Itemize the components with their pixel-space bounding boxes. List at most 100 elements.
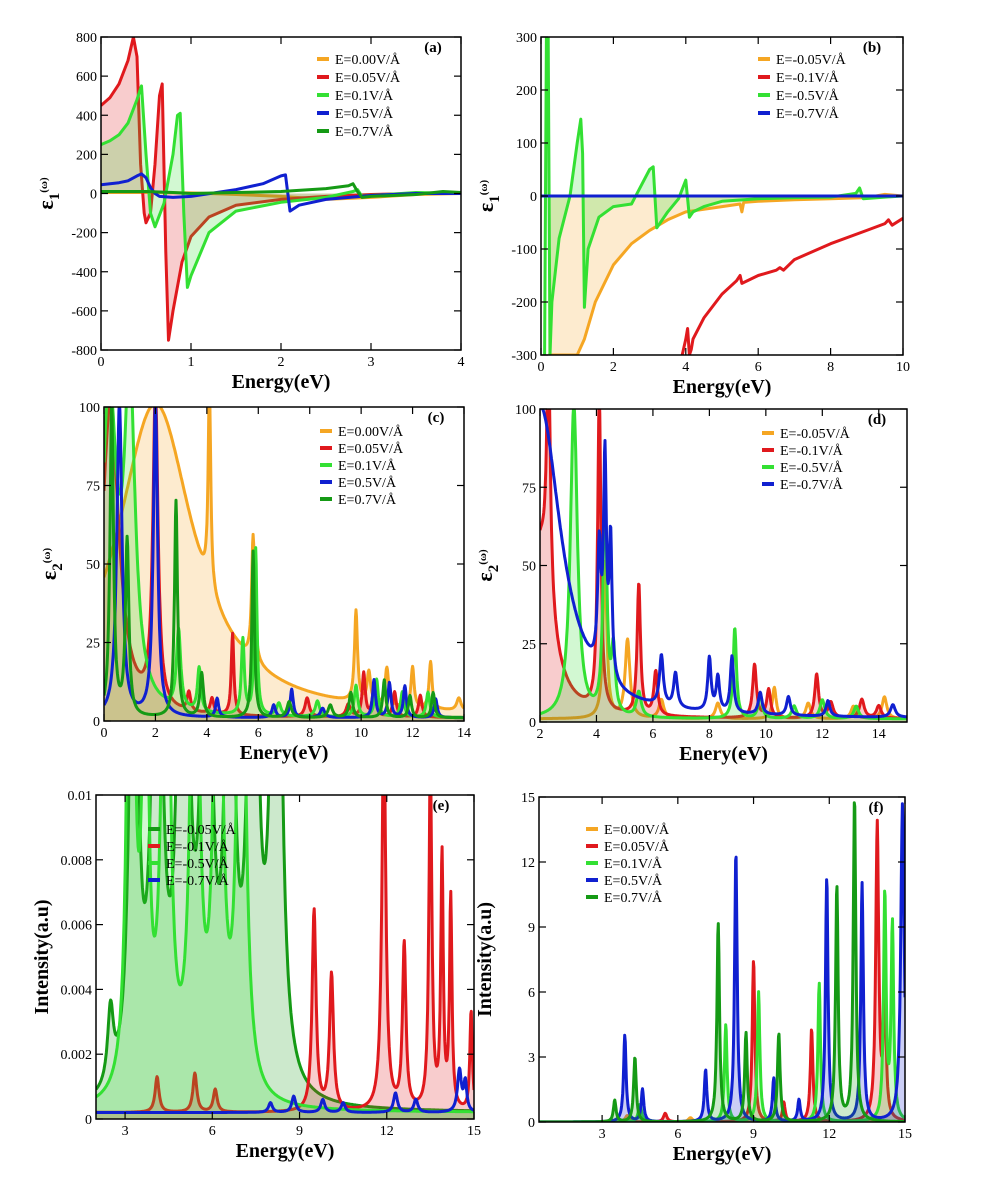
x-tick-label: 8 bbox=[706, 727, 713, 742]
y-tick-label: 25 bbox=[86, 637, 100, 652]
legend: E=0.00V/ÅE=0.05V/ÅE=0.1V/ÅE=0.5V/ÅE=0.7V… bbox=[317, 52, 401, 140]
y-tick-label: 50 bbox=[86, 558, 100, 573]
legend-entry: E=0.1V/Å bbox=[335, 88, 394, 104]
x-tick-label: 4 bbox=[593, 727, 600, 742]
legend: E=0.00V/ÅE=0.05V/ÅE=0.1V/ÅE=0.5V/ÅE=0.7V… bbox=[586, 822, 670, 906]
x-tick-label: 14 bbox=[457, 726, 471, 741]
x-tick-label: 15 bbox=[898, 1127, 912, 1142]
y-tick-label: 25 bbox=[522, 638, 536, 653]
legend-entry: E=-0.1V/Å bbox=[166, 839, 230, 855]
legend-entry: E=-0.7V/Å bbox=[776, 106, 840, 122]
series-fill-a-2 bbox=[101, 85, 461, 288]
x-tick-label: 12 bbox=[406, 726, 420, 741]
y-axis-label: Intensity(a.u) bbox=[474, 902, 496, 1017]
y-label-symbol: ε bbox=[33, 200, 58, 209]
series-fill-e-2 bbox=[96, 795, 474, 1119]
x-tick-label: 8 bbox=[306, 726, 313, 741]
y-tick-label: -800 bbox=[71, 344, 97, 359]
x-tick-label: 0 bbox=[101, 726, 108, 741]
series-fill-c-0 bbox=[104, 407, 464, 721]
legend-entry: E=-0.1V/Å bbox=[776, 70, 840, 86]
legend-entry: E=0.7V/Å bbox=[338, 492, 397, 508]
x-tick-label: 6 bbox=[209, 1124, 216, 1139]
panel-label: (b) bbox=[863, 40, 881, 56]
x-tick-label: 4 bbox=[203, 726, 210, 741]
y-tick-label: 100 bbox=[516, 137, 537, 152]
y-label-subscript: 2 bbox=[486, 565, 502, 573]
legend-entry: E=-0.05V/Å bbox=[776, 52, 847, 68]
x-tick-label: 10 bbox=[896, 360, 910, 375]
legend-entry: E=0.7V/Å bbox=[335, 124, 394, 140]
legend-entry: E=-0.7V/Å bbox=[780, 477, 844, 493]
legend-entry: E=0.5V/Å bbox=[338, 475, 397, 491]
chart-panel-c: 0 2 4 6 8 10 12 141007550250Enery(eV)ε2(ω)(c)E=… bbox=[36, 401, 471, 764]
legend-entry: E=0.05V/Å bbox=[338, 441, 404, 457]
legend-entry: E=0.7V/Å bbox=[604, 890, 663, 906]
series-line-a-1 bbox=[101, 37, 461, 342]
legend-entry: E=0.1V/Å bbox=[604, 856, 663, 872]
y-tick-label: 800 bbox=[76, 31, 97, 46]
y-tick-label: 100 bbox=[515, 403, 536, 418]
legend-entry: E=0.00V/Å bbox=[604, 822, 670, 838]
x-axis-label: Energy(eV) bbox=[673, 376, 772, 398]
series-fill-c-1 bbox=[104, 407, 464, 721]
series-line-d-1 bbox=[540, 409, 907, 720]
series-line-f-4 bbox=[539, 801, 905, 1122]
plot-frame bbox=[95, 794, 475, 1120]
x-axis-label: Enery(eV) bbox=[240, 742, 329, 764]
y-tick-label: 0 bbox=[528, 1116, 535, 1131]
legend: E=-0.05V/ÅE=-0.1V/ÅE=-0.5V/ÅE=-0.7V/Å bbox=[758, 52, 847, 122]
x-tick-label: 12 bbox=[822, 1127, 836, 1142]
y-tick-label: 400 bbox=[76, 109, 97, 124]
x-tick-label: 6 bbox=[255, 726, 262, 741]
series-line-a-3 bbox=[101, 172, 461, 213]
y-label-subscript: 1 bbox=[47, 193, 63, 201]
y-tick-label: 0 bbox=[85, 1113, 92, 1128]
legend-entry: E=-0.1V/Å bbox=[780, 443, 844, 459]
y-axis-label: ε2(ω) bbox=[472, 549, 502, 582]
y-tick-label: 0.006 bbox=[61, 919, 93, 934]
legend-entry: E=0.5V/Å bbox=[335, 106, 394, 122]
series-fill-d-2 bbox=[540, 409, 907, 722]
x-tick-label: 2 bbox=[278, 355, 285, 370]
plot-area bbox=[96, 795, 474, 1119]
plot-area bbox=[104, 407, 464, 721]
y-tick-label: -400 bbox=[71, 266, 97, 281]
panel-label: (f) bbox=[869, 800, 884, 816]
y-axis-label: ε1(ω) bbox=[33, 177, 63, 210]
y-label-symbol: ε bbox=[473, 203, 498, 212]
y-tick-label: 300 bbox=[516, 31, 537, 46]
y-tick-label: -300 bbox=[511, 349, 537, 364]
y-label-superscript: (ω) bbox=[477, 549, 489, 565]
x-axis-label: Energy(eV) bbox=[236, 1140, 335, 1162]
x-tick-label: 3 bbox=[368, 355, 375, 370]
y-axis-label: ε2(ω) bbox=[36, 548, 66, 581]
x-tick-label: 6 bbox=[755, 360, 762, 375]
x-axis-label: Energy(eV) bbox=[673, 1143, 772, 1165]
legend: E=-0.05V/ÅE=-0.1V/ÅE=-0.5V/ÅE=-0.7V/Å bbox=[148, 822, 237, 889]
x-tick-label: 10 bbox=[759, 727, 773, 742]
y-tick-label: 0 bbox=[529, 716, 536, 731]
chart-panel-e: 3 6 9 12 15 0.01 0.008 0.006 0.004 0.002 0 Energy(e… bbox=[31, 789, 481, 1162]
series-line-e-3 bbox=[96, 1066, 474, 1114]
x-tick-label: 10 bbox=[354, 726, 368, 741]
y-label-superscript: (ω) bbox=[38, 177, 50, 193]
x-tick-label: 0 bbox=[538, 360, 545, 375]
y-label-superscript: (ω) bbox=[41, 548, 53, 564]
y-axis-label: Intensity(a.u) bbox=[31, 899, 53, 1014]
y-tick-label: 6 bbox=[528, 986, 535, 1001]
series-fill-e-0 bbox=[96, 795, 474, 1119]
y-tick-label: 200 bbox=[516, 84, 537, 99]
panel-label: (e) bbox=[433, 798, 450, 814]
y-tick-label: -100 bbox=[511, 243, 537, 258]
series-line-a-4 bbox=[101, 182, 461, 199]
x-tick-label: 6 bbox=[674, 1127, 681, 1142]
series-line-b-0 bbox=[548, 192, 903, 355]
x-tick-label: 8 bbox=[827, 360, 834, 375]
panel-label: (d) bbox=[868, 412, 886, 428]
series-fill-c-2 bbox=[104, 407, 464, 721]
y-tick-label: -600 bbox=[71, 305, 97, 320]
legend-entry: E=0.00V/Å bbox=[338, 424, 404, 440]
legend-entry: E=-0.05V/Å bbox=[166, 822, 237, 838]
